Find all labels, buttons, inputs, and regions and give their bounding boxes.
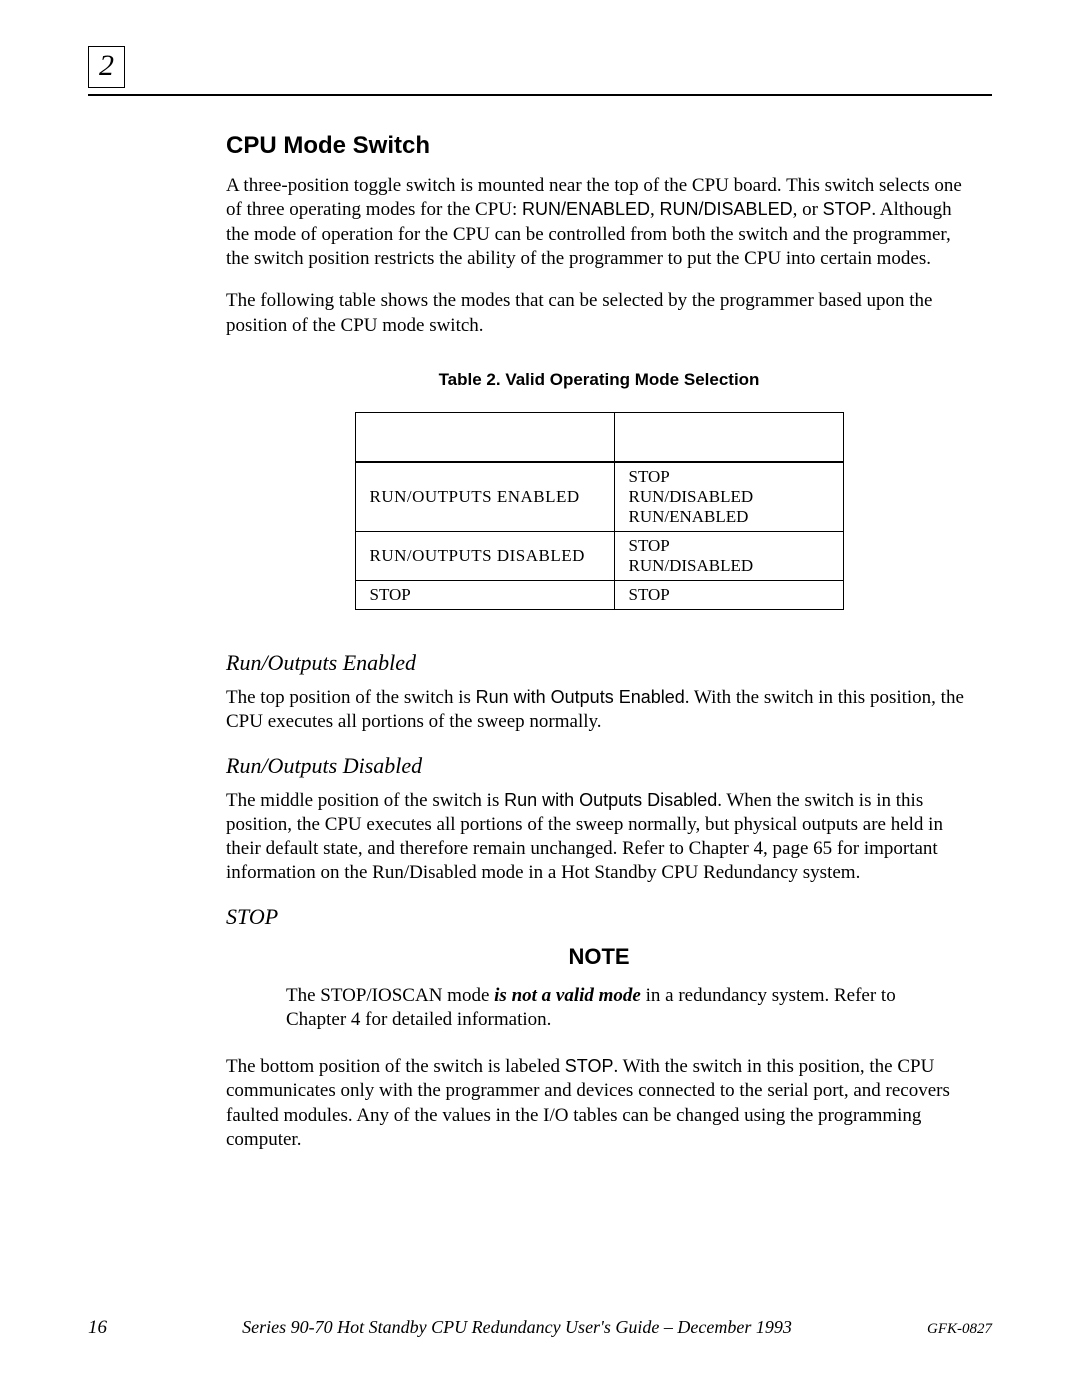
text: The STOP/IOSCAN mode	[286, 985, 494, 1006]
intro-paragraph-1: A three-position toggle switch is mounte…	[226, 174, 972, 271]
subsection-heading: Run/Outputs Disabled	[226, 753, 972, 779]
page: 2 CPU Mode Switch A three-position toggl…	[0, 0, 1080, 1397]
cell-text: RUN/OUTPUTS DISABLED	[370, 546, 585, 565]
header-rule	[88, 94, 992, 96]
mode-label: Run with Outputs Enabled	[476, 687, 685, 707]
cell-text: STOP	[370, 585, 411, 604]
table-header-cell	[355, 412, 614, 462]
table-caption: Table 2. Valid Operating Mode Selection	[226, 370, 972, 390]
text: , or	[793, 199, 823, 220]
table-cell: STOP	[614, 580, 843, 609]
page-footer: 16 Series 90-70 Hot Standby CPU Redundan…	[88, 1317, 992, 1339]
mode-selection-table: RUN/OUTPUTS ENABLED STOP RUN/DISABLED RU…	[355, 412, 844, 610]
cell-text: STOP	[629, 585, 670, 604]
text: ,	[650, 199, 660, 220]
intro-paragraph-2: The following table shows the modes that…	[226, 289, 972, 338]
table-row: STOP STOP	[355, 580, 843, 609]
section-heading: CPU Mode Switch	[226, 132, 972, 160]
text: The middle position of the switch is	[226, 790, 504, 811]
cell-text: STOP RUN/DISABLED	[629, 536, 754, 575]
footer-title: Series 90-70 Hot Standby CPU Redundancy …	[107, 1317, 927, 1338]
content-area: CPU Mode Switch A three-position toggle …	[226, 132, 972, 1170]
emphasis: is not a valid mode	[494, 985, 641, 1006]
subsection-paragraph: The bottom position of the switch is lab…	[226, 1055, 972, 1152]
table-cell: RUN/OUTPUTS DISABLED	[355, 531, 614, 580]
table-row: RUN/OUTPUTS ENABLED STOP RUN/DISABLED RU…	[355, 462, 843, 532]
subsection-heading: STOP	[226, 904, 972, 930]
table-cell: RUN/OUTPUTS ENABLED	[355, 462, 614, 532]
subsection-paragraph: The middle position of the switch is Run…	[226, 789, 972, 886]
mode-label: RUN/ENABLED	[522, 199, 650, 219]
mode-label: RUN/DISABLED	[660, 199, 793, 219]
note-body: The STOP/IOSCAN mode is not a valid mode…	[286, 984, 912, 1033]
table-cell: STOP RUN/DISABLED RUN/ENABLED	[614, 462, 843, 532]
cell-text: STOP RUN/DISABLED RUN/ENABLED	[629, 467, 754, 526]
table-cell: STOP	[355, 580, 614, 609]
page-number: 16	[88, 1317, 107, 1339]
cell-text: RUN/OUTPUTS ENABLED	[370, 487, 580, 506]
table-header-cell	[614, 412, 843, 462]
table-cell: STOP RUN/DISABLED	[614, 531, 843, 580]
mode-label: STOP	[823, 199, 872, 219]
chapter-number: 2	[99, 49, 114, 82]
mode-label: STOP	[565, 1056, 614, 1076]
table-row: RUN/OUTPUTS DISABLED STOP RUN/DISABLED	[355, 531, 843, 580]
text: The bottom position of the switch is lab…	[226, 1056, 565, 1077]
chapter-number-box: 2	[88, 46, 125, 88]
subsection-paragraph: The top position of the switch is Run wi…	[226, 686, 972, 735]
table-header-row	[355, 412, 843, 462]
mode-label: Run with Outputs Disabled	[504, 790, 717, 810]
text: The top position of the switch is	[226, 687, 476, 708]
note-heading: NOTE	[226, 944, 972, 970]
document-code: GFK-0827	[927, 1321, 992, 1338]
subsection-heading: Run/Outputs Enabled	[226, 650, 972, 676]
